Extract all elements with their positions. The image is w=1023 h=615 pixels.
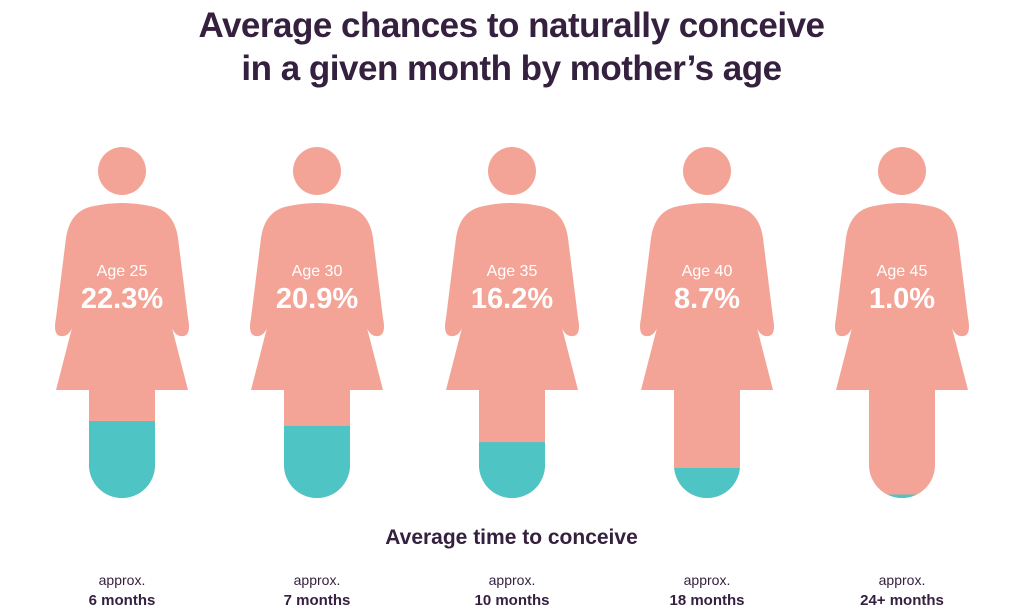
age-label: Age 25	[97, 263, 148, 280]
age-label: Age 40	[682, 263, 733, 280]
approx-label: approx.	[488, 572, 536, 588]
time-to-conceive: 24+ months	[860, 592, 944, 609]
time-to-conceive: 7 months	[283, 592, 351, 609]
approx-label: approx.	[98, 572, 146, 588]
title-line-2: in a given month by mother’s age	[241, 49, 782, 88]
value-label: 16.2%	[471, 283, 553, 315]
value-label: 22.3%	[81, 283, 163, 315]
figure-0: Age 25 22.3%	[55, 147, 189, 498]
figure-head	[878, 147, 926, 195]
figure-2: Age 35 16.2%	[445, 147, 579, 498]
value-label: 20.9%	[276, 283, 358, 315]
time-to-conceive: 6 months	[88, 592, 156, 609]
figure-head	[683, 147, 731, 195]
value-label: 1.0%	[869, 283, 935, 315]
approx-label: approx.	[293, 572, 341, 588]
approx-label: approx.	[683, 572, 731, 588]
time-to-conceive: 18 months	[669, 592, 745, 609]
title-line-1: Average chances to naturally conceive	[198, 6, 825, 45]
figure-head	[98, 147, 146, 195]
figure-head	[293, 147, 341, 195]
figure-body	[835, 203, 969, 390]
fill-bar	[869, 494, 935, 498]
approx-label: approx.	[878, 572, 926, 588]
figure-body	[445, 203, 579, 390]
figure-head	[488, 147, 536, 195]
age-label: Age 45	[877, 263, 928, 280]
figure-body	[640, 203, 774, 390]
time-to-conceive: 10 months	[474, 592, 550, 609]
figure-body	[55, 203, 189, 390]
fill-bar	[284, 425, 350, 498]
figure-leg	[869, 380, 935, 498]
chart-title: Average chances to naturally conceive in…	[0, 4, 1023, 90]
fill-bar	[674, 467, 740, 498]
fill-bar	[89, 421, 155, 498]
fill-bar	[479, 442, 545, 498]
age-label: Age 35	[487, 263, 538, 280]
value-label: 8.7%	[674, 283, 740, 315]
figure-body	[250, 203, 384, 390]
figure-4: Age 45 1.0%	[835, 147, 969, 498]
age-label: Age 30	[292, 263, 343, 280]
subtitle: Average time to conceive	[385, 526, 638, 549]
figure-1: Age 30 20.9%	[250, 147, 384, 498]
figure-3: Age 40 8.7%	[640, 147, 774, 498]
